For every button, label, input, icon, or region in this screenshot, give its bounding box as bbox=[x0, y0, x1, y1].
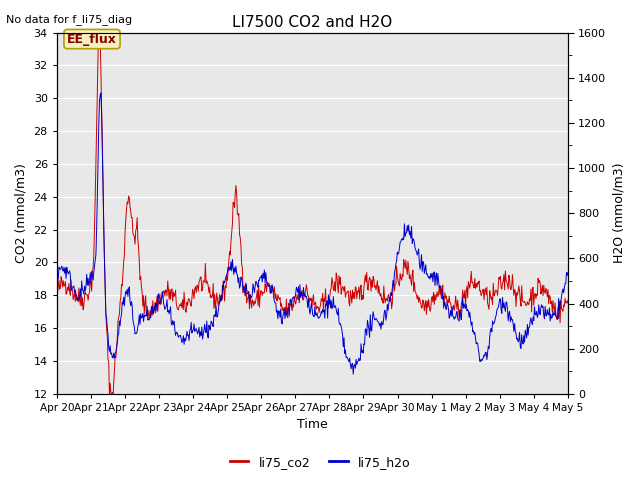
li75_h2o bbox=[195, 328, 202, 334]
li75_h2o bbox=[116, 318, 124, 324]
li75_h2o bbox=[390, 269, 398, 275]
li75_h2o bbox=[168, 320, 175, 326]
li75_h2o bbox=[97, 90, 105, 96]
Text: No data for f_li75_diag: No data for f_li75_diag bbox=[6, 14, 132, 25]
li75_h2o bbox=[376, 323, 383, 328]
li75_co2 bbox=[62, 291, 70, 297]
X-axis label: Time: Time bbox=[297, 419, 328, 432]
li75_co2 bbox=[53, 288, 61, 293]
li75_h2o bbox=[349, 372, 357, 377]
li75_co2 bbox=[116, 299, 124, 305]
Title: LI7500 CO2 and H2O: LI7500 CO2 and H2O bbox=[232, 15, 392, 30]
li75_co2 bbox=[168, 286, 176, 292]
Line: li75_h2o: li75_h2o bbox=[57, 93, 568, 374]
Text: EE_flux: EE_flux bbox=[67, 33, 117, 46]
li75_h2o bbox=[62, 276, 70, 281]
li75_co2 bbox=[376, 290, 383, 296]
Y-axis label: H2O (mmol/m3): H2O (mmol/m3) bbox=[612, 163, 625, 264]
li75_co2 bbox=[195, 279, 203, 285]
li75_co2 bbox=[390, 288, 398, 294]
li75_h2o bbox=[564, 269, 572, 275]
Y-axis label: CO2 (mmol/m3): CO2 (mmol/m3) bbox=[15, 163, 28, 263]
Line: li75_co2: li75_co2 bbox=[57, 27, 568, 400]
li75_co2 bbox=[109, 397, 117, 403]
Legend: li75_co2, li75_h2o: li75_co2, li75_h2o bbox=[225, 451, 415, 474]
li75_co2 bbox=[564, 297, 572, 303]
li75_co2 bbox=[95, 24, 102, 30]
li75_h2o bbox=[53, 271, 61, 277]
